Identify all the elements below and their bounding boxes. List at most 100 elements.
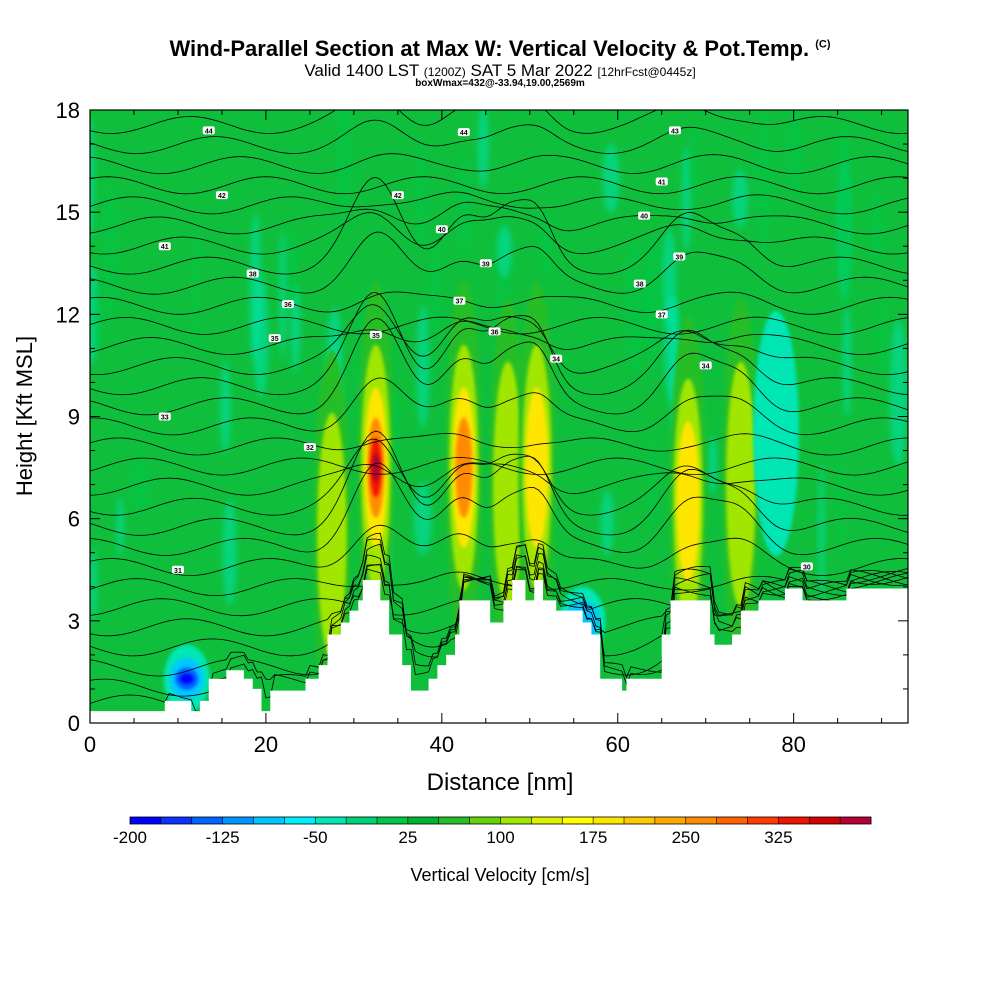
velocity-band [726, 361, 756, 608]
theta-label-text: 36 [284, 302, 292, 309]
texture-streak [644, 231, 662, 373]
velocity-core [722, 298, 760, 671]
theta-label-bg [550, 354, 563, 363]
colorbar-tick-label: 25 [398, 828, 417, 847]
theta-contour-line [90, 564, 908, 597]
velocity-cores [163, 281, 799, 722]
theta-label-text: 31 [174, 568, 182, 575]
theta-label-text: 40 [438, 227, 446, 234]
theta-label-bg [633, 279, 646, 288]
texture-streak [457, 153, 472, 256]
velocity-core [753, 310, 799, 557]
chart-title-suffix: (C) [815, 38, 831, 51]
theta-label-text: 36 [491, 329, 499, 336]
colorbar-tick-label: -125 [206, 828, 240, 847]
subtitle-valid-time: Valid 1400 LST [304, 61, 419, 80]
theta-contour-label: 44 [202, 126, 215, 135]
texture-streak [818, 463, 825, 606]
texture-streak [430, 242, 442, 335]
theta-contour-label: 30 [800, 562, 813, 571]
theta-contour-line [90, 119, 908, 154]
theta-label-bg [457, 128, 470, 137]
theta-label-bg [202, 126, 215, 135]
velocity-band [372, 453, 380, 483]
theta-label-bg [638, 211, 651, 220]
y-tick-label: 6 [68, 507, 80, 532]
subtitle-box-wmax: boxWmax=432@-33.94,19.00,2569m [415, 78, 585, 89]
texture-streak [602, 144, 620, 213]
colorbar-swatch [747, 817, 779, 824]
theta-contour-line [90, 432, 908, 456]
theta-label-text: 39 [675, 254, 683, 261]
theta-contour-line [90, 176, 908, 275]
theta-label-bg [281, 300, 294, 309]
theta-label-bg [158, 412, 171, 421]
theta-label-bg [699, 361, 712, 370]
theta-label-text: 42 [218, 193, 226, 200]
x-tick-label: 60 [605, 732, 629, 757]
theta-contour-line [90, 292, 908, 396]
theta-label-bg [268, 334, 281, 343]
theta-label-bg [479, 259, 492, 268]
texture-streak [413, 482, 432, 555]
theta-contour-label: 36 [281, 300, 294, 309]
theta-contour-line [90, 153, 908, 175]
texture-streak [287, 227, 299, 302]
texture-streak [220, 361, 231, 454]
x-tick-label: 40 [430, 732, 454, 757]
y-axis-label: Height [Kft MSL] [12, 336, 37, 496]
colorbar-label: Vertical Velocity [cm/s] [410, 865, 589, 885]
velocity-band [455, 417, 473, 518]
colorbar-swatch [654, 817, 687, 824]
theta-contour-line [90, 176, 908, 195]
theta-label-bg [673, 252, 686, 261]
texture-streak [787, 110, 803, 194]
y-tick-label: 3 [68, 609, 80, 634]
theta-label-bg [488, 327, 501, 336]
theta-contour-label: 43 [668, 126, 681, 135]
theta-contour-label: 36 [488, 327, 501, 336]
terrain-mask [90, 580, 908, 723]
texture-streak [416, 305, 430, 428]
theta-label-text: 41 [161, 244, 169, 251]
theta-label-bg [391, 191, 404, 200]
texture-streak [249, 213, 262, 363]
theta-label-text: 41 [658, 180, 666, 187]
y-tick-label: 9 [68, 405, 80, 430]
theta-contour-line [90, 565, 908, 617]
theta-contour-line [90, 457, 908, 476]
colorbar-swatch [160, 817, 193, 824]
theta-contour-label: 37 [453, 296, 466, 306]
velocity-band [676, 421, 700, 582]
theta-contour-line [90, 532, 908, 677]
velocity-band [179, 673, 194, 684]
texture-streak [600, 491, 614, 555]
velocity-band [753, 310, 799, 557]
texture-streak [193, 213, 201, 352]
texture-streak [103, 179, 118, 320]
colorbar-tick-label: -200 [113, 828, 147, 847]
texture-streak [732, 169, 748, 228]
theta-contour-line [90, 110, 908, 134]
theta-label-text: 42 [394, 193, 402, 200]
colorbar-swatch [469, 817, 501, 824]
theta-label-text: 38 [249, 271, 257, 278]
texture-streak [222, 499, 237, 606]
texture-streak [338, 110, 352, 220]
colorbar-swatch [809, 817, 841, 824]
theta-contour-line [90, 231, 908, 295]
theta-contour-label: 31 [171, 565, 184, 575]
velocity-band [317, 412, 347, 659]
velocity-band [525, 387, 549, 548]
colorbar-swatch [593, 817, 625, 824]
theta-label-text: 34 [552, 357, 560, 364]
subtitle-forecast-info: [12hrFcst@0445z] [597, 65, 696, 79]
texture-streak [889, 319, 908, 467]
texture-streak [90, 117, 95, 241]
theta-label-text: 37 [658, 312, 666, 319]
theta-contour-label: 39 [479, 259, 492, 268]
x-tick-label: 80 [781, 732, 805, 757]
texture-streak [877, 300, 888, 373]
chart-title-main: Wind-Parallel Section at Max W: Vertical… [169, 36, 810, 61]
theta-label-text: 33 [161, 415, 169, 422]
